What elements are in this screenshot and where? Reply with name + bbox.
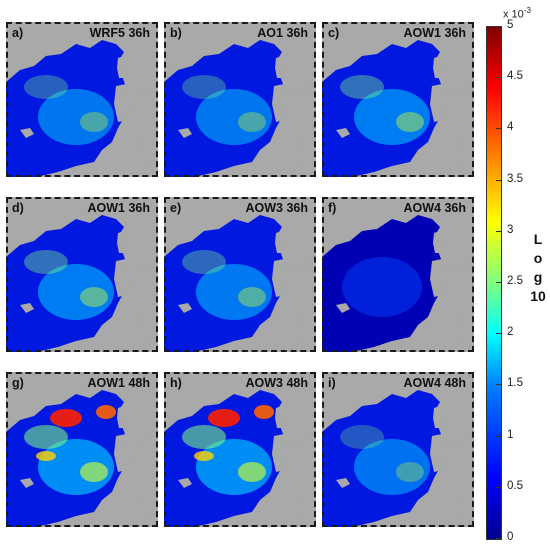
ocean-field — [164, 197, 316, 352]
colorbar-tickmark — [496, 282, 501, 283]
map-panel: f) AOW4 36h — [322, 197, 474, 352]
panel-title: AOW3 36h — [245, 201, 308, 215]
panel-label: c) — [328, 26, 340, 40]
map-panel: b) AO1 36h — [164, 22, 316, 177]
panel-label: e) — [170, 201, 182, 215]
ocean-field — [322, 22, 474, 177]
panel-label: d) — [12, 201, 24, 215]
colorbar-tick-label: 3 — [507, 223, 514, 236]
map-panel: d) AOW1 36h — [6, 197, 158, 352]
colorbar-label-letter: 10 — [530, 288, 546, 304]
panel-label: i) — [328, 376, 336, 390]
panel-label: h) — [170, 376, 182, 390]
map-panel: a) WRF5 36h — [6, 22, 158, 177]
colorbar-tick-label: 4 — [507, 121, 514, 134]
ocean-field — [322, 197, 474, 352]
colorbar-tickmark — [496, 384, 501, 386]
ocean-field — [322, 372, 474, 527]
map-panel: i) AOW4 48h — [322, 372, 474, 527]
colorbar-tick-label: 3.5 — [507, 172, 523, 185]
panel-label: g) — [12, 376, 24, 390]
colorbar-tickmark — [496, 77, 501, 79]
colorbar-tick-label: 1 — [507, 428, 514, 441]
panel-label: b) — [170, 26, 182, 40]
panel-title: AO1 36h — [257, 26, 308, 40]
colorbar-tickmark — [496, 333, 501, 335]
colorbar-label-letter: L — [533, 231, 543, 247]
ocean-field — [6, 22, 158, 177]
panel-title: AOW4 48h — [403, 376, 466, 390]
colorbar-tick-label: 4.5 — [507, 70, 523, 83]
colorbar-label-letter: g — [533, 269, 543, 285]
panel-label: a) — [12, 26, 24, 40]
ocean-field — [164, 372, 316, 527]
colorbar-label-letter: o — [533, 250, 543, 266]
colorbar-tickmark — [496, 128, 501, 130]
ocean-field — [164, 22, 316, 177]
colorbar-tick-label: 2 — [507, 326, 514, 339]
panel-title: AOW3 48h — [245, 376, 308, 390]
ocean-field — [6, 197, 158, 352]
map-panel: c) AOW1 36h — [322, 22, 474, 177]
panel-title: AOW1 36h — [403, 26, 466, 40]
colorbar-tick-label: 5 — [507, 19, 514, 31]
colorbar-tick-label: 1.5 — [507, 377, 523, 390]
panel-label: f) — [328, 201, 337, 215]
colorbar-tickmark — [496, 26, 501, 27]
colorbar-label: L o g 10 — [527, 230, 549, 306]
colorbar-tick-label: 0 — [507, 531, 514, 543]
colorbar-tickmark — [496, 435, 501, 437]
colorbar-tickmark — [496, 538, 501, 539]
colorbar-tickmark — [496, 486, 501, 488]
colorbar-scale: x 10-3 — [503, 6, 531, 21]
map-panel: h) AOW3 48h — [164, 372, 316, 527]
colorbar-tick-label: 0.5 — [507, 479, 523, 492]
panel-title: AOW1 36h — [87, 201, 150, 215]
panel-title: AOW1 48h — [87, 376, 150, 390]
ocean-field — [6, 372, 158, 527]
panel-title: WRF5 36h — [89, 26, 150, 40]
colorbar-tickmark — [496, 179, 501, 181]
colorbar-tickmark — [496, 230, 501, 232]
colorbar — [486, 26, 502, 540]
panel-title: AOW4 36h — [403, 201, 466, 215]
map-panel: g) AOW1 48h — [6, 372, 158, 527]
colorbar-tick-label: 2.5 — [507, 275, 523, 287]
map-panel: e) AOW3 36h — [164, 197, 316, 352]
